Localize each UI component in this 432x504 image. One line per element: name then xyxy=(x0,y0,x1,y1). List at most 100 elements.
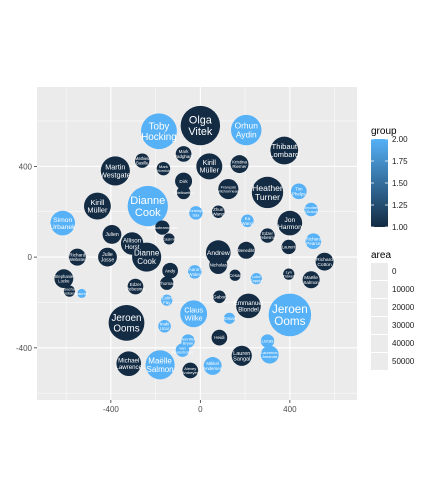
bubble xyxy=(63,285,76,297)
bubble xyxy=(211,329,228,346)
bubble-label: Turner xyxy=(255,192,280,202)
bubble-label: Harmon xyxy=(278,224,302,231)
bubble-label: Jennifer xyxy=(181,336,196,341)
bubble-label: Alexey xyxy=(184,366,196,371)
legend-area-label: 40000 xyxy=(392,339,415,348)
bubble-label: Wang xyxy=(242,221,254,226)
bubble-label: Webster xyxy=(69,257,87,262)
bubble xyxy=(175,146,192,162)
bubble-label: Heidi xyxy=(214,335,224,340)
bubble-label: Martin xyxy=(105,163,125,172)
bubble-label: Cesar xyxy=(229,273,241,278)
legend-colorbar xyxy=(371,139,388,227)
bubble xyxy=(211,205,225,219)
bubble xyxy=(277,210,303,236)
bubble-label: Riemer xyxy=(232,164,247,169)
bubble xyxy=(250,273,262,285)
bubble xyxy=(223,312,236,324)
bubble xyxy=(127,278,144,295)
bubble-label: Mark xyxy=(179,149,190,154)
legend-group-label: 1.00 xyxy=(392,223,408,232)
bubble-label: Laurent xyxy=(282,244,297,249)
bubble-label: Claus xyxy=(184,306,203,315)
bubble-label: François xyxy=(221,184,236,189)
legend-group-label: 1.25 xyxy=(392,201,408,210)
bubble-label: Richard xyxy=(69,252,85,257)
bubble-label: Basille xyxy=(136,160,149,165)
bubble-label: Andreyev xyxy=(182,370,199,375)
legend-group-title: group xyxy=(371,126,397,137)
bubble-label: Sacha xyxy=(64,286,76,291)
bubble-label: Padgham xyxy=(174,154,193,159)
bubble-label: Edzer xyxy=(262,231,273,236)
bubble xyxy=(182,362,199,379)
bubble xyxy=(260,228,275,243)
x-tick-label: 0 xyxy=(198,405,203,414)
bubble-label: Lucas xyxy=(261,339,274,344)
legend-area-key xyxy=(371,353,388,370)
bubble-label: Orhun xyxy=(235,121,259,131)
y-tick-label: 0 xyxy=(28,253,33,262)
bubble xyxy=(189,206,203,220)
bubble xyxy=(218,178,239,200)
bubble xyxy=(100,156,130,186)
bubble xyxy=(176,185,191,200)
bubble-label: Edzer xyxy=(130,282,142,287)
x-tick-label: 400 xyxy=(283,405,297,414)
bubble-label: Sax xyxy=(192,212,199,217)
legend-group-label: 2.00 xyxy=(392,135,408,144)
bubble-label: Dianne xyxy=(134,249,160,258)
bubble xyxy=(175,172,193,190)
bubble-label: Bryan xyxy=(183,341,193,346)
bubble-label: Dianne xyxy=(130,195,165,207)
bubble xyxy=(237,241,255,259)
bubble-label: Richard xyxy=(316,257,333,263)
bubble-label: Toby xyxy=(149,122,170,133)
bubble-label: Wolen xyxy=(188,272,201,277)
bubble-label: Michael xyxy=(118,358,139,365)
bubble-label: Lombard xyxy=(269,150,299,159)
bubble xyxy=(281,239,296,255)
bubble xyxy=(260,334,275,348)
bubble xyxy=(241,214,254,228)
bubble-label: Simon xyxy=(53,217,72,224)
legend-area-key xyxy=(371,317,388,334)
bubble-label: Hocking xyxy=(141,132,177,143)
bubble xyxy=(127,185,168,227)
bubble-label: Balasubramanian xyxy=(147,225,178,230)
bubble-label: Blondel xyxy=(238,306,259,313)
bubble xyxy=(83,192,111,220)
bubble xyxy=(188,265,202,279)
bubble xyxy=(163,233,175,245)
bubble-label: Westgate xyxy=(100,170,131,179)
bubble-label: Ooms xyxy=(113,323,139,334)
bubble xyxy=(180,105,221,146)
bubble xyxy=(135,153,150,168)
bubble-label: Andy xyxy=(165,268,176,273)
bubble xyxy=(160,276,174,290)
bubble-label: Ucar xyxy=(160,326,170,331)
bubble xyxy=(68,248,86,266)
bubble xyxy=(158,320,171,333)
bubble-label: Zhun xyxy=(213,207,224,212)
bubble xyxy=(305,233,322,250)
legend-area-key xyxy=(371,263,388,280)
bubble-label: Salmon xyxy=(147,365,174,374)
bubble xyxy=(302,271,320,289)
bubble-label: Pebesma xyxy=(126,287,145,292)
bubble xyxy=(304,202,318,217)
bubble xyxy=(260,345,279,364)
bubble xyxy=(230,155,249,174)
bubble-label: Amanda xyxy=(262,354,278,359)
bubble-label: Fay xyxy=(163,300,171,305)
bubble-label: Olga xyxy=(189,115,213,127)
bubble xyxy=(116,351,142,377)
bubble xyxy=(270,136,299,165)
bubble-label: Giraud xyxy=(305,209,317,214)
bubble-label: Josse xyxy=(101,258,115,264)
legend-area-label: 20000 xyxy=(392,303,415,312)
legend-area-key xyxy=(371,335,388,352)
bubble-label: Kirill xyxy=(203,159,217,167)
bubble-label: van xyxy=(179,345,185,350)
